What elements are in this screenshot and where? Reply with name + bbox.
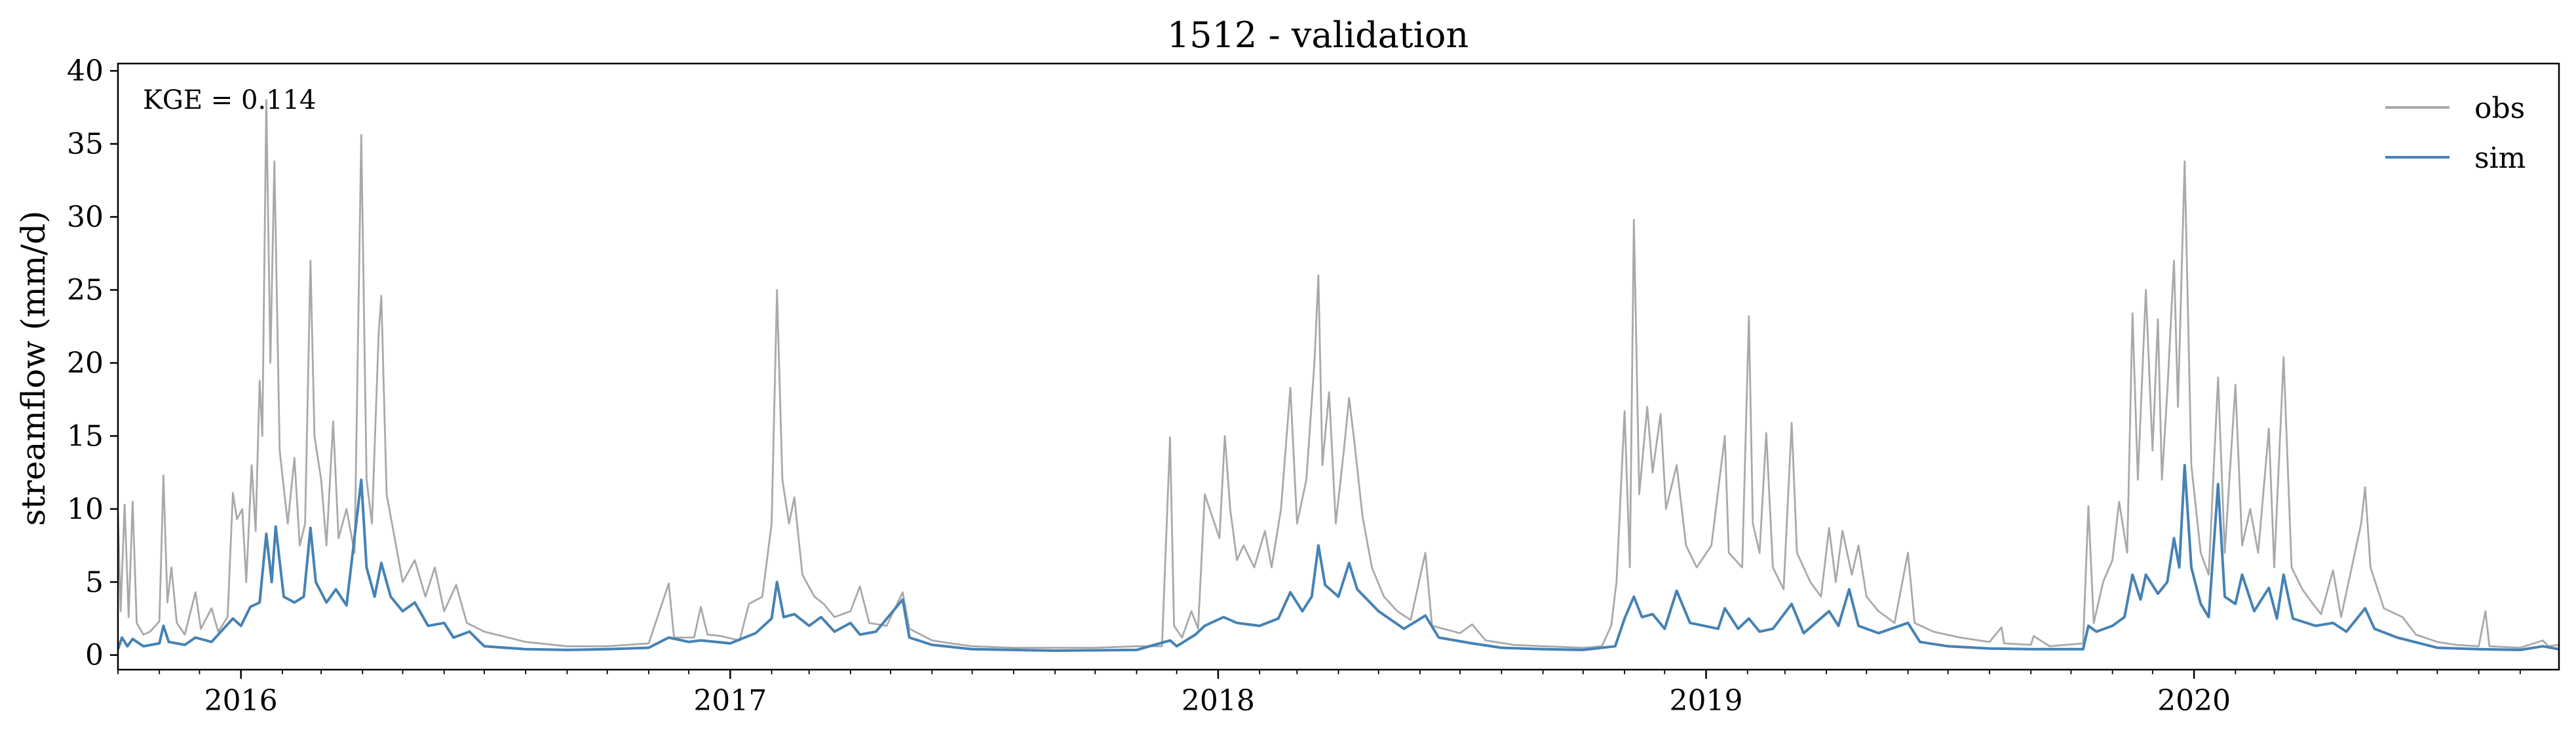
series-line-obs bbox=[118, 99, 2559, 649]
x-tick-label: 2020 bbox=[2157, 684, 2231, 717]
y-tick-label: 35 bbox=[67, 128, 104, 161]
legend-label-sim: sim bbox=[2474, 142, 2526, 175]
x-tick-label: 2017 bbox=[693, 684, 767, 717]
y-tick-label: 15 bbox=[67, 419, 104, 453]
legend: obs sim bbox=[2333, 77, 2552, 189]
x-tick-label: 2016 bbox=[204, 684, 278, 717]
y-tick-label: 0 bbox=[85, 639, 104, 672]
kge-annotation: KGE = 0.114 bbox=[143, 85, 317, 115]
y-tick-label: 25 bbox=[67, 273, 104, 307]
y-axis-title: streamflow (mm/d) bbox=[14, 210, 52, 525]
plot-area bbox=[118, 99, 2559, 652]
legend-background bbox=[2333, 77, 2552, 189]
chart-title: 1512 - validation bbox=[1167, 14, 1469, 56]
series-line-sim bbox=[118, 464, 2559, 652]
axes: 0 5 10 15 20 25 30 35 40 2016 2017 2018 2019 2020 bbox=[67, 54, 2560, 717]
y-tick-label: 30 bbox=[67, 201, 104, 234]
y-tick-label: 20 bbox=[67, 347, 104, 380]
legend-label-obs: obs bbox=[2474, 92, 2525, 125]
y-tick-label: 40 bbox=[67, 54, 104, 88]
x-tick-label: 2018 bbox=[1182, 684, 1255, 717]
y-tick-label: 5 bbox=[85, 565, 104, 599]
y-tick-label: 10 bbox=[67, 493, 104, 526]
x-tick-label: 2019 bbox=[1670, 684, 1743, 717]
